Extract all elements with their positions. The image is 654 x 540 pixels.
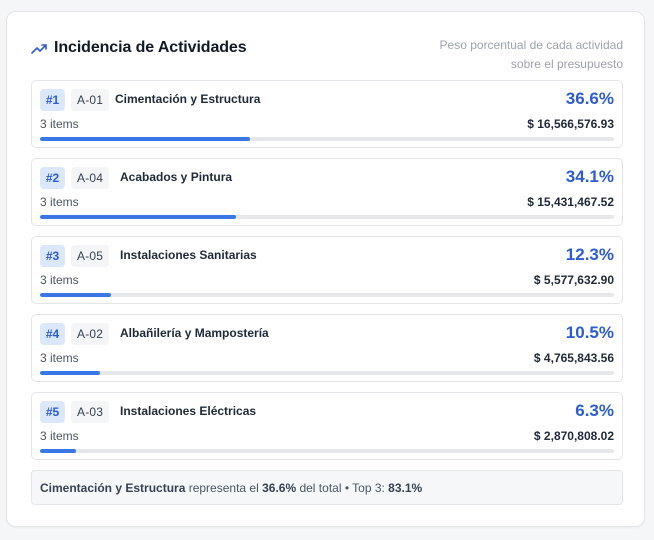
activity-row[interactable]: #1 A-01 Cimentación y Estructura 3 items… xyxy=(31,80,623,148)
progress-bar-fill xyxy=(40,371,101,375)
item-count: 3 items xyxy=(40,351,79,365)
amount-value: $ 16,566,576.93 xyxy=(527,117,614,131)
progress-bar-fill xyxy=(40,215,236,219)
progress-bar-fill xyxy=(40,137,251,141)
activity-row[interactable]: #5 A-03 Instalaciones Eléctricas 3 items… xyxy=(31,392,623,460)
progress-bar xyxy=(40,137,614,141)
activity-code-badge: A-05 xyxy=(71,245,110,267)
percent-value: 34.1% xyxy=(565,167,614,186)
subtitle-line-1: Peso porcentual de cada actividad xyxy=(439,38,623,52)
activity-code-badge: A-04 xyxy=(71,167,110,189)
rank-badge: #1 xyxy=(40,89,65,111)
card-title: Incidencia de Actividades xyxy=(54,39,247,56)
activity-name: Instalaciones Sanitarias xyxy=(120,248,257,262)
percent-value: 6.3% xyxy=(575,401,614,420)
activity-incidence-card: Incidencia de Actividades Peso porcentua… xyxy=(6,11,645,527)
title-group: Incidencia de Actividades xyxy=(31,39,247,57)
item-count: 3 items xyxy=(40,117,79,131)
activity-list: #1 A-01 Cimentación y Estructura 3 items… xyxy=(31,80,623,470)
amount-value: $ 4,765,843.56 xyxy=(533,351,614,365)
subtitle-line-2: sobre el presupuesto xyxy=(510,57,623,71)
activity-code-badge: A-03 xyxy=(71,401,110,423)
summary-top-percent: 36.6% xyxy=(262,480,297,495)
rank-badge: #2 xyxy=(40,167,65,189)
activity-row[interactable]: #2 A-04 Acabados y Pintura 3 items 34.1%… xyxy=(31,158,623,226)
percent-value: 12.3% xyxy=(565,245,614,264)
activity-name: Cimentación y Estructura xyxy=(115,92,261,106)
summary-top3-percent: 83.1% xyxy=(388,480,423,495)
progress-bar xyxy=(40,293,614,297)
item-count: 3 items xyxy=(40,429,79,443)
summary-text-1: representa el xyxy=(185,480,263,495)
rank-badge: #3 xyxy=(40,245,65,267)
progress-bar xyxy=(40,371,614,375)
amount-value: $ 15,431,467.52 xyxy=(527,195,614,209)
activity-code-badge: A-01 xyxy=(71,89,110,111)
activity-name: Instalaciones Eléctricas xyxy=(120,404,257,418)
percent-value: 10.5% xyxy=(565,323,614,342)
progress-bar xyxy=(40,215,614,219)
summary-footer: Cimentación y Estructura representa el 3… xyxy=(31,470,623,505)
activity-row[interactable]: #4 A-02 Albañilería y Mampostería 3 item… xyxy=(31,314,623,382)
item-count: 3 items xyxy=(40,273,79,287)
rank-badge: #5 xyxy=(40,401,65,423)
progress-bar-fill xyxy=(40,293,111,297)
activity-name: Albañilería y Mampostería xyxy=(120,326,269,340)
activity-row[interactable]: #3 A-05 Instalaciones Sanitarias 3 items… xyxy=(31,236,623,304)
activity-name: Acabados y Pintura xyxy=(120,170,233,184)
progress-bar-fill xyxy=(40,449,77,453)
activity-code-badge: A-02 xyxy=(71,323,110,345)
summary-text-2: del total • Top 3: xyxy=(296,480,389,495)
item-count: 3 items xyxy=(40,195,79,209)
amount-value: $ 5,577,632.90 xyxy=(533,273,614,287)
amount-value: $ 2,870,808.02 xyxy=(533,429,614,443)
summary-top-name: Cimentación y Estructura xyxy=(40,480,186,495)
percent-value: 36.6% xyxy=(565,89,614,108)
card-header: Incidencia de Actividades Peso porcentua… xyxy=(31,36,623,76)
card-subtitle: Peso porcentual de cada actividad sobre … xyxy=(440,36,623,74)
trending-up-icon xyxy=(31,42,48,54)
progress-bar xyxy=(40,449,614,453)
rank-badge: #4 xyxy=(40,323,65,345)
